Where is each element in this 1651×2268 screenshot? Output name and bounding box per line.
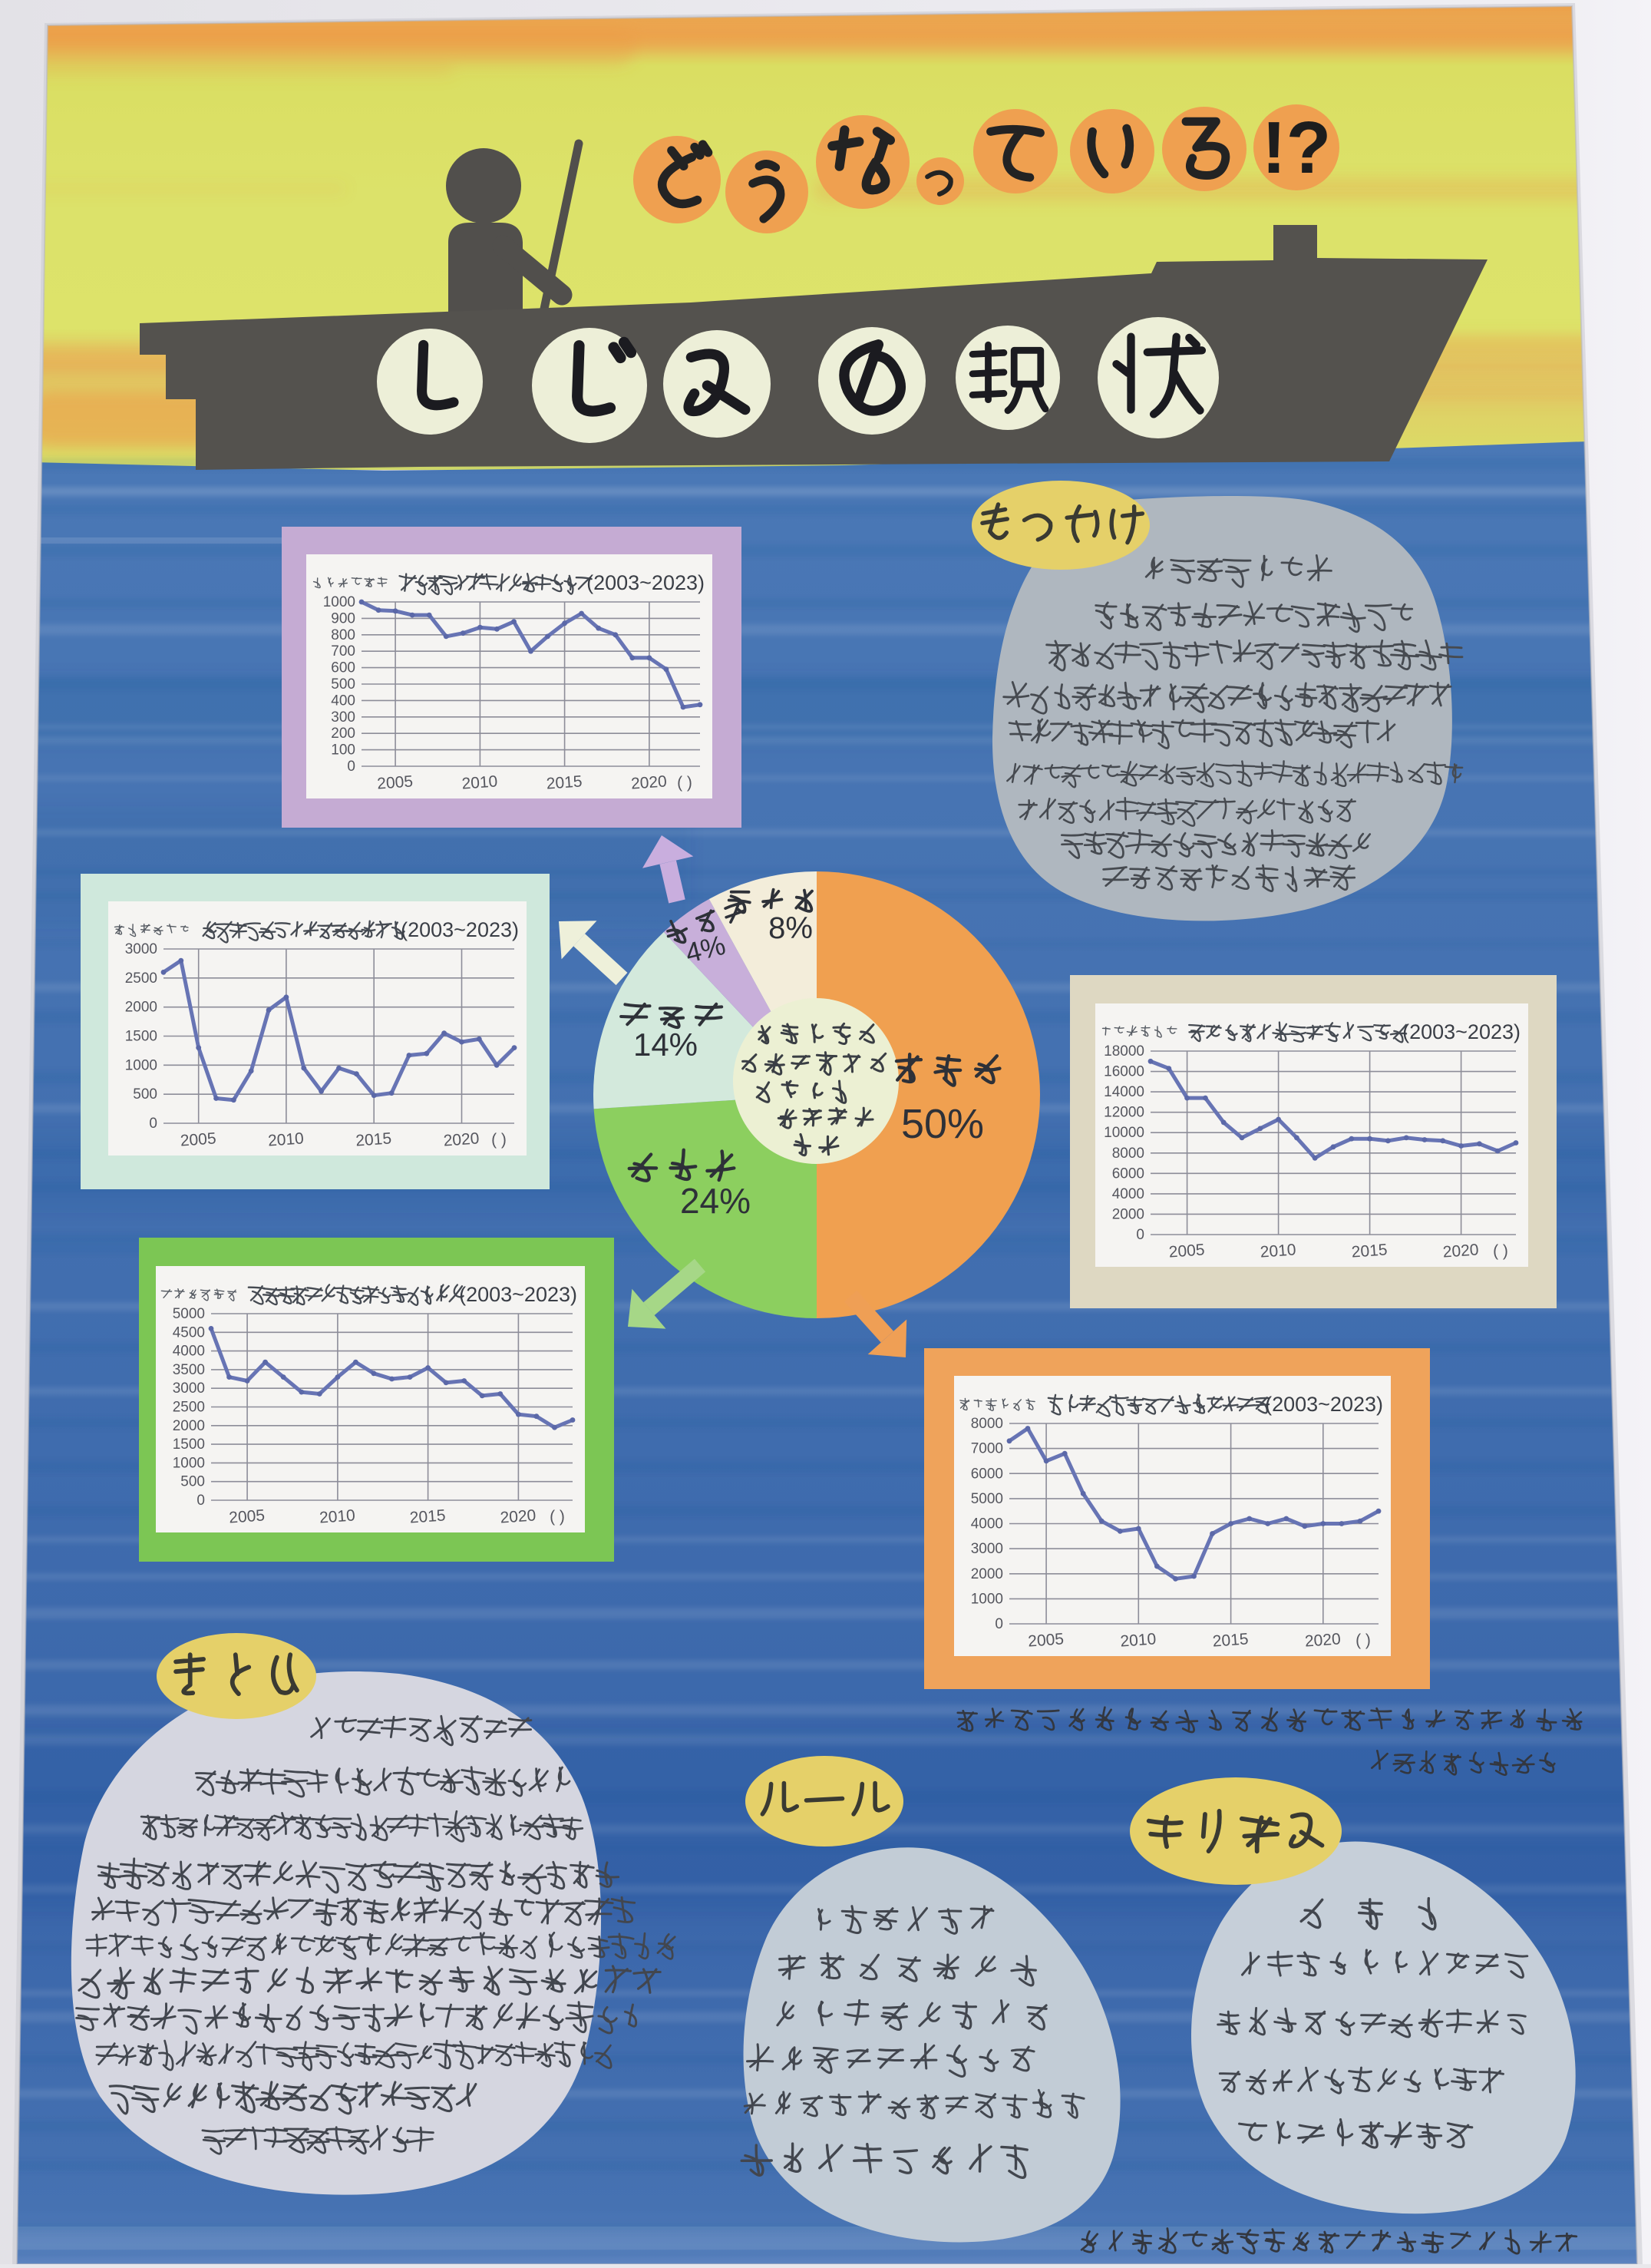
svg-text:8%: 8% bbox=[768, 911, 813, 945]
svg-text:6000: 6000 bbox=[971, 1466, 1003, 1482]
svg-text:3000: 3000 bbox=[125, 941, 157, 957]
svg-text:( ): ( ) bbox=[491, 1131, 507, 1149]
svg-text:2005: 2005 bbox=[377, 772, 414, 792]
svg-text:50%: 50% bbox=[901, 1101, 984, 1147]
svg-text:4000: 4000 bbox=[1112, 1186, 1144, 1202]
svg-text:4000: 4000 bbox=[173, 1344, 205, 1360]
svg-text:2000: 2000 bbox=[1112, 1206, 1144, 1222]
svg-text:3000: 3000 bbox=[173, 1380, 205, 1397]
svg-text:2020: 2020 bbox=[443, 1129, 480, 1149]
svg-text:2000: 2000 bbox=[125, 1000, 157, 1016]
svg-text:1500: 1500 bbox=[173, 1437, 205, 1453]
svg-text:(2003~2023): (2003~2023) bbox=[401, 918, 519, 941]
svg-text:14%: 14% bbox=[633, 1027, 698, 1063]
svg-text:2005: 2005 bbox=[1028, 1630, 1065, 1650]
svg-text:1000: 1000 bbox=[125, 1057, 157, 1073]
svg-text:16000: 16000 bbox=[1104, 1064, 1144, 1080]
svg-text:6000: 6000 bbox=[1112, 1165, 1144, 1182]
svg-text:2010: 2010 bbox=[1260, 1241, 1296, 1261]
svg-text:0: 0 bbox=[995, 1616, 1003, 1632]
svg-text:100: 100 bbox=[331, 742, 355, 759]
svg-text:2015: 2015 bbox=[355, 1129, 392, 1149]
svg-text:5000: 5000 bbox=[173, 1306, 205, 1322]
svg-text:1000: 1000 bbox=[323, 594, 355, 610]
svg-text:8000: 8000 bbox=[971, 1416, 1003, 1432]
svg-text:(2003~2023): (2003~2023) bbox=[1402, 1020, 1521, 1043]
svg-text:2500: 2500 bbox=[125, 970, 157, 987]
svg-text:2005: 2005 bbox=[229, 1506, 266, 1526]
svg-text:(2003~2023): (2003~2023) bbox=[586, 571, 705, 594]
svg-text:7000: 7000 bbox=[971, 1441, 1003, 1457]
svg-text:2000: 2000 bbox=[173, 1418, 205, 1434]
svg-text:8000: 8000 bbox=[1112, 1146, 1144, 1162]
svg-text:(2003~2023): (2003~2023) bbox=[459, 1283, 577, 1306]
svg-text:3000: 3000 bbox=[971, 1541, 1003, 1557]
svg-text:( ): ( ) bbox=[1355, 1632, 1371, 1649]
svg-text:500: 500 bbox=[331, 676, 355, 693]
svg-text:(2003~2023): (2003~2023) bbox=[1265, 1393, 1383, 1416]
svg-text:2010: 2010 bbox=[319, 1506, 355, 1526]
svg-text:12000: 12000 bbox=[1104, 1105, 1144, 1121]
svg-text:500: 500 bbox=[133, 1086, 157, 1103]
svg-text:4000: 4000 bbox=[971, 1516, 1003, 1532]
svg-text:24%: 24% bbox=[680, 1181, 751, 1221]
svg-text:500: 500 bbox=[180, 1474, 205, 1490]
svg-text:2015: 2015 bbox=[409, 1506, 446, 1526]
svg-text:0: 0 bbox=[196, 1493, 205, 1509]
svg-text:( ): ( ) bbox=[677, 774, 692, 792]
svg-text:400: 400 bbox=[331, 693, 355, 709]
svg-text:2500: 2500 bbox=[173, 1400, 205, 1416]
svg-text:10000: 10000 bbox=[1104, 1125, 1144, 1141]
svg-text:2015: 2015 bbox=[1351, 1241, 1388, 1261]
svg-text:2020: 2020 bbox=[1442, 1241, 1479, 1261]
svg-text:300: 300 bbox=[331, 709, 355, 726]
svg-text:1000: 1000 bbox=[971, 1591, 1003, 1607]
svg-text:1500: 1500 bbox=[125, 1029, 157, 1045]
svg-text:0: 0 bbox=[149, 1116, 157, 1132]
svg-text:( ): ( ) bbox=[550, 1508, 565, 1526]
svg-text:0: 0 bbox=[347, 759, 355, 775]
svg-text:2020: 2020 bbox=[500, 1506, 537, 1526]
svg-text:4500: 4500 bbox=[173, 1324, 205, 1341]
svg-text:900: 900 bbox=[331, 610, 355, 627]
svg-text:2020: 2020 bbox=[1304, 1630, 1341, 1650]
svg-text:2015: 2015 bbox=[546, 772, 583, 792]
svg-text:1000: 1000 bbox=[173, 1455, 205, 1471]
svg-text:2015: 2015 bbox=[1212, 1630, 1249, 1650]
svg-text:3500: 3500 bbox=[173, 1362, 205, 1378]
svg-text:200: 200 bbox=[331, 726, 355, 742]
svg-text:700: 700 bbox=[331, 643, 355, 660]
svg-text:800: 800 bbox=[331, 627, 355, 643]
svg-text:2005: 2005 bbox=[1168, 1241, 1205, 1261]
svg-text:( ): ( ) bbox=[1493, 1242, 1508, 1260]
svg-text:2005: 2005 bbox=[180, 1129, 216, 1149]
svg-text:2020: 2020 bbox=[630, 772, 667, 792]
svg-text:2010: 2010 bbox=[1120, 1630, 1157, 1650]
svg-text:0: 0 bbox=[1136, 1227, 1144, 1243]
svg-text:!?: !? bbox=[1262, 107, 1332, 189]
svg-text:600: 600 bbox=[331, 660, 355, 676]
svg-text:2010: 2010 bbox=[461, 772, 498, 792]
svg-text:2000: 2000 bbox=[971, 1566, 1003, 1582]
svg-text:2010: 2010 bbox=[267, 1129, 304, 1149]
svg-text:5000: 5000 bbox=[971, 1491, 1003, 1507]
svg-text:14000: 14000 bbox=[1104, 1084, 1144, 1100]
svg-text:18000: 18000 bbox=[1104, 1043, 1144, 1060]
